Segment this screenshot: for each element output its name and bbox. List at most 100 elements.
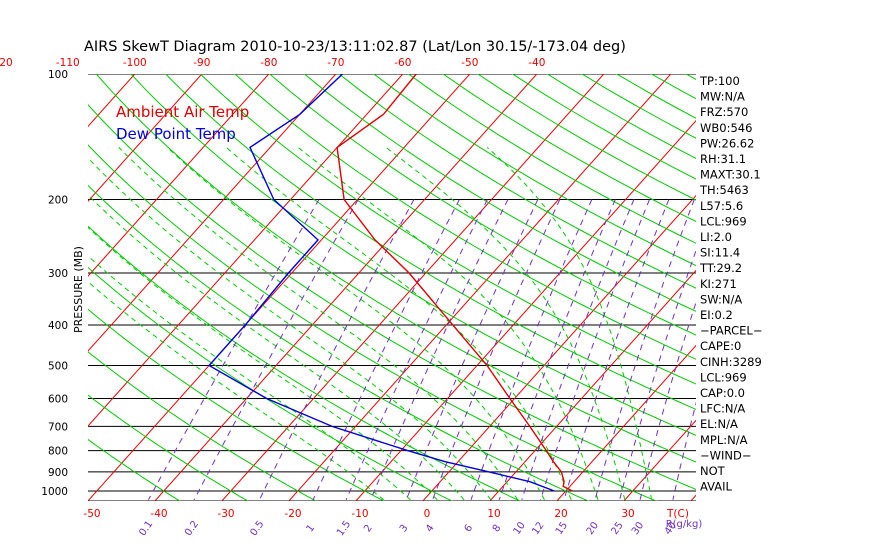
bottom-temp-tick: -40 — [150, 508, 167, 520]
mixing-ratio-label: 12 — [530, 520, 546, 537]
dry-adiabat-line — [164, 74, 696, 410]
mixing-ratio-label: 15 — [554, 520, 570, 537]
mixing-ratio-label: 3 — [398, 523, 411, 535]
mixing-ratio-line — [639, 300, 696, 500]
isotherm-line — [556, 344, 696, 501]
mixing-ratio-label: 0.2 — [183, 519, 201, 538]
pressure-label: 600 — [48, 393, 68, 405]
isotherm-line — [807, 34, 870, 521]
bottom-temp-tick: 30 — [621, 508, 634, 520]
index-line: MPL:N/A — [700, 433, 748, 447]
top-temp-tick: -80 — [260, 57, 277, 69]
isotherm-line — [355, 119, 696, 501]
mixing-ratio-line — [147, 199, 320, 501]
mixing-ratio-label: 30 — [630, 520, 646, 537]
pressure-label: 400 — [48, 320, 68, 332]
ambient-air-temp-profile — [336, 74, 573, 492]
bottom-temp-tick: -20 — [284, 508, 301, 520]
pressure-label: 200 — [48, 195, 68, 207]
mixing-ratio-line — [259, 199, 415, 501]
isotherm-line — [740, 34, 870, 521]
index-line: KI:271 — [700, 277, 737, 291]
index-line: EL:N/A — [700, 417, 738, 431]
pressure-label: 800 — [48, 446, 68, 458]
mixing-ratio-line — [540, 199, 650, 500]
mixing-ratio-label: 0.1 — [137, 519, 155, 538]
dry-adiabat-line — [88, 308, 385, 501]
mixing-ratio-line — [594, 199, 695, 500]
moist-adiabat-line — [88, 255, 411, 501]
isotherm-line — [489, 269, 696, 501]
dry-adiabat-line — [407, 74, 696, 244]
mixing-ratio-label: 4 — [424, 523, 437, 535]
isotherm-line — [422, 194, 696, 501]
index-line: MW:N/A — [700, 90, 745, 104]
pressure-label: 100 — [48, 69, 68, 81]
isotherm-line — [288, 74, 672, 501]
index-line: TT:29.2 — [699, 261, 742, 275]
bottom-temp-tick: 20 — [554, 508, 567, 520]
dew-point-temp-profile — [208, 74, 555, 492]
index-line: WB0:546 — [700, 121, 752, 135]
isotherm-line — [623, 419, 696, 501]
mixing-ratio-line — [432, 199, 561, 500]
index-line: TH:5463 — [699, 183, 749, 197]
index-line: −WIND− — [700, 448, 752, 462]
moist-adiabat-line — [88, 226, 438, 501]
mixing-ratio-line — [345, 199, 488, 501]
dry-adiabat-line — [234, 74, 696, 360]
dry-adiabat-line — [338, 74, 696, 289]
index-line: CAPE:0 — [700, 339, 741, 353]
index-line: MAXT:30.1 — [700, 168, 761, 182]
moist-adiabat-line — [88, 281, 384, 501]
mixing-ratio-label: 20 — [585, 520, 601, 537]
dry-adiabat-line — [303, 74, 696, 312]
bottom-temp-tick: -50 — [83, 508, 100, 520]
pressure-label: 900 — [48, 467, 68, 479]
dry-adiabat-line — [95, 74, 696, 463]
isotherm-line — [88, 74, 404, 427]
dry-adiabat-line — [88, 104, 696, 490]
index-line: NOT — [700, 464, 726, 478]
mixing-ratio-label: 8 — [491, 523, 504, 535]
top-temp-tick: -40 — [528, 57, 545, 69]
mixing-ratio-line — [193, 199, 359, 501]
mixing-ratio-line — [405, 199, 539, 500]
isotherm-line — [88, 74, 203, 202]
index-line: PW:26.62 — [700, 136, 754, 150]
mixing-ratio-label: 1 — [305, 523, 318, 535]
moist-adiabat-line — [225, 147, 572, 501]
dry-adiabat-line — [442, 74, 696, 223]
dry-adiabat-line — [88, 184, 590, 501]
mixing-ratio-label: 1.5 — [335, 519, 353, 538]
index-line: EI:0.2 — [700, 308, 733, 322]
pressure-label: 300 — [48, 268, 68, 280]
top-temp-tick: -50 — [461, 57, 478, 69]
mixing-ratio-label: 25 — [609, 520, 625, 537]
isotherm-line — [88, 74, 471, 501]
index-line: LFC:N/A — [700, 402, 745, 416]
pressure-label: 700 — [48, 421, 68, 433]
bottom-temp-tick: -30 — [217, 508, 234, 520]
index-line: SI:11.4 — [700, 246, 740, 260]
index-line: CAP:0.0 — [700, 386, 745, 400]
legend-ambient-air-temp: Ambient Air Temp — [116, 103, 249, 121]
index-line: AVAIL — [700, 480, 733, 494]
index-line: LCL:969 — [700, 214, 747, 228]
moist-adiabat-line — [167, 147, 545, 501]
dry-adiabat-line — [130, 74, 696, 436]
top-temp-tick: -120 — [0, 57, 13, 69]
top-temp-tick: -60 — [394, 57, 411, 69]
mixing-ratio-line — [521, 199, 635, 500]
index-line: −PARCEL− — [700, 324, 762, 338]
dry-adiabat-line — [88, 225, 522, 501]
dry-adiabat-line — [477, 74, 696, 201]
index-line: FRZ:570 — [700, 105, 748, 119]
background-grid — [88, 34, 870, 521]
mixing-ratio-unit: R(g/kg) — [666, 519, 703, 530]
moist-adiabat-line — [88, 194, 465, 501]
index-line: RH:31.1 — [700, 152, 746, 166]
index-line: LI:2.0 — [700, 230, 732, 244]
